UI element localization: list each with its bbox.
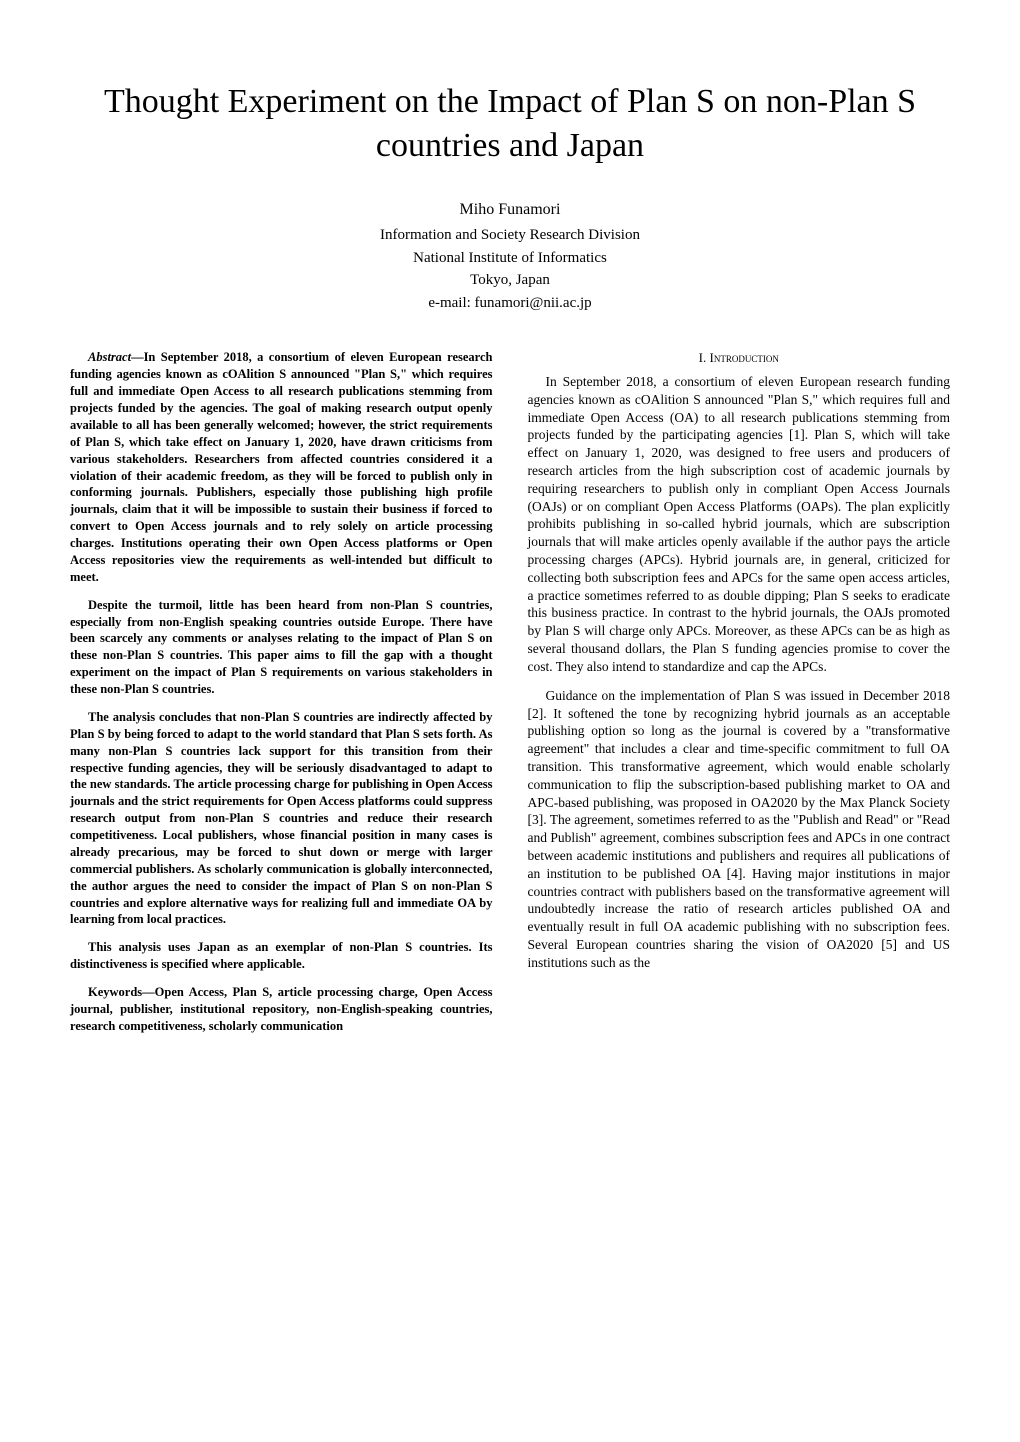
right-column: I. Introduction In September 2018, a con… xyxy=(528,349,951,1034)
abstract-text-1: —In September 2018, a consortium of elev… xyxy=(70,350,493,583)
author-name: Miho Funamori xyxy=(70,198,950,222)
author-email: e-mail: funamori@nii.ac.jp xyxy=(70,292,950,315)
left-column: Abstract—In September 2018, a consortium… xyxy=(70,349,493,1034)
author-location: Tokyo, Japan xyxy=(70,269,950,292)
keywords-label: Keywords xyxy=(88,985,142,999)
author-affiliation-1: Information and Society Research Divisio… xyxy=(70,224,950,247)
author-block: Miho Funamori Information and Society Re… xyxy=(70,198,950,314)
intro-para-1: In September 2018, a consortium of eleve… xyxy=(528,373,951,676)
abstract-para-1: Abstract—In September 2018, a consortium… xyxy=(70,349,493,585)
two-column-layout: Abstract—In September 2018, a consortium… xyxy=(70,349,950,1034)
author-affiliation-2: National Institute of Informatics xyxy=(70,247,950,270)
abstract-para-2: Despite the turmoil, little has been hea… xyxy=(70,597,493,698)
abstract-label: Abstract xyxy=(88,350,131,364)
abstract-block: Abstract—In September 2018, a consortium… xyxy=(70,349,493,973)
abstract-para-4: This analysis uses Japan as an exemplar … xyxy=(70,939,493,973)
abstract-para-3: The analysis concludes that non-Plan S c… xyxy=(70,709,493,928)
keywords-block: Keywords—Open Access, Plan S, article pr… xyxy=(70,984,493,1035)
paper-title: Thought Experiment on the Impact of Plan… xyxy=(70,80,950,168)
section-heading-introduction: I. Introduction xyxy=(528,349,951,367)
intro-para-2: Guidance on the implementation of Plan S… xyxy=(528,687,951,972)
